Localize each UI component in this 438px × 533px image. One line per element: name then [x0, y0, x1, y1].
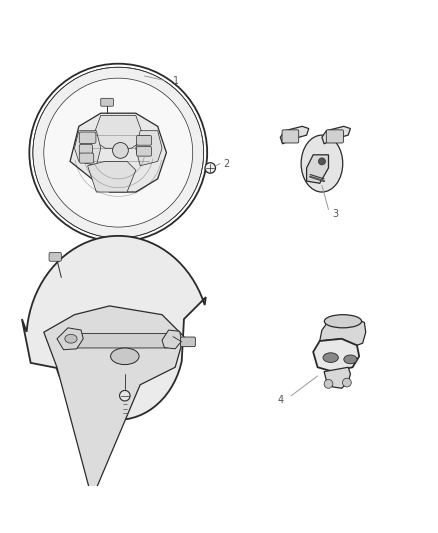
Polygon shape — [280, 126, 309, 144]
Polygon shape — [324, 367, 350, 388]
Polygon shape — [22, 236, 206, 420]
Circle shape — [343, 378, 351, 387]
Polygon shape — [136, 131, 162, 166]
Polygon shape — [74, 131, 101, 166]
FancyBboxPatch shape — [137, 147, 152, 156]
FancyBboxPatch shape — [79, 144, 92, 155]
FancyBboxPatch shape — [326, 130, 343, 143]
Text: 4: 4 — [277, 395, 283, 405]
Polygon shape — [88, 161, 136, 192]
Ellipse shape — [324, 314, 361, 328]
FancyBboxPatch shape — [68, 334, 168, 348]
Ellipse shape — [65, 334, 77, 343]
Polygon shape — [70, 113, 166, 192]
Polygon shape — [320, 317, 366, 345]
Ellipse shape — [301, 135, 343, 192]
FancyBboxPatch shape — [79, 132, 96, 143]
FancyBboxPatch shape — [101, 98, 113, 106]
Polygon shape — [322, 126, 350, 144]
Polygon shape — [92, 115, 145, 148]
Ellipse shape — [344, 355, 357, 364]
Ellipse shape — [110, 348, 139, 365]
Polygon shape — [44, 306, 184, 499]
Polygon shape — [162, 330, 182, 349]
FancyBboxPatch shape — [282, 130, 299, 143]
Circle shape — [44, 78, 193, 227]
Text: 3: 3 — [332, 209, 338, 219]
Circle shape — [324, 379, 333, 388]
Text: 1: 1 — [173, 76, 180, 86]
FancyBboxPatch shape — [137, 135, 152, 145]
Polygon shape — [57, 328, 83, 350]
Polygon shape — [307, 155, 328, 183]
Circle shape — [33, 67, 204, 238]
Circle shape — [205, 163, 215, 173]
Circle shape — [113, 142, 128, 158]
Circle shape — [120, 391, 130, 401]
FancyBboxPatch shape — [49, 253, 61, 261]
Polygon shape — [313, 339, 359, 372]
FancyBboxPatch shape — [180, 337, 195, 346]
Circle shape — [318, 158, 325, 165]
Text: 2: 2 — [223, 159, 229, 168]
FancyBboxPatch shape — [79, 153, 94, 163]
Ellipse shape — [323, 353, 338, 362]
